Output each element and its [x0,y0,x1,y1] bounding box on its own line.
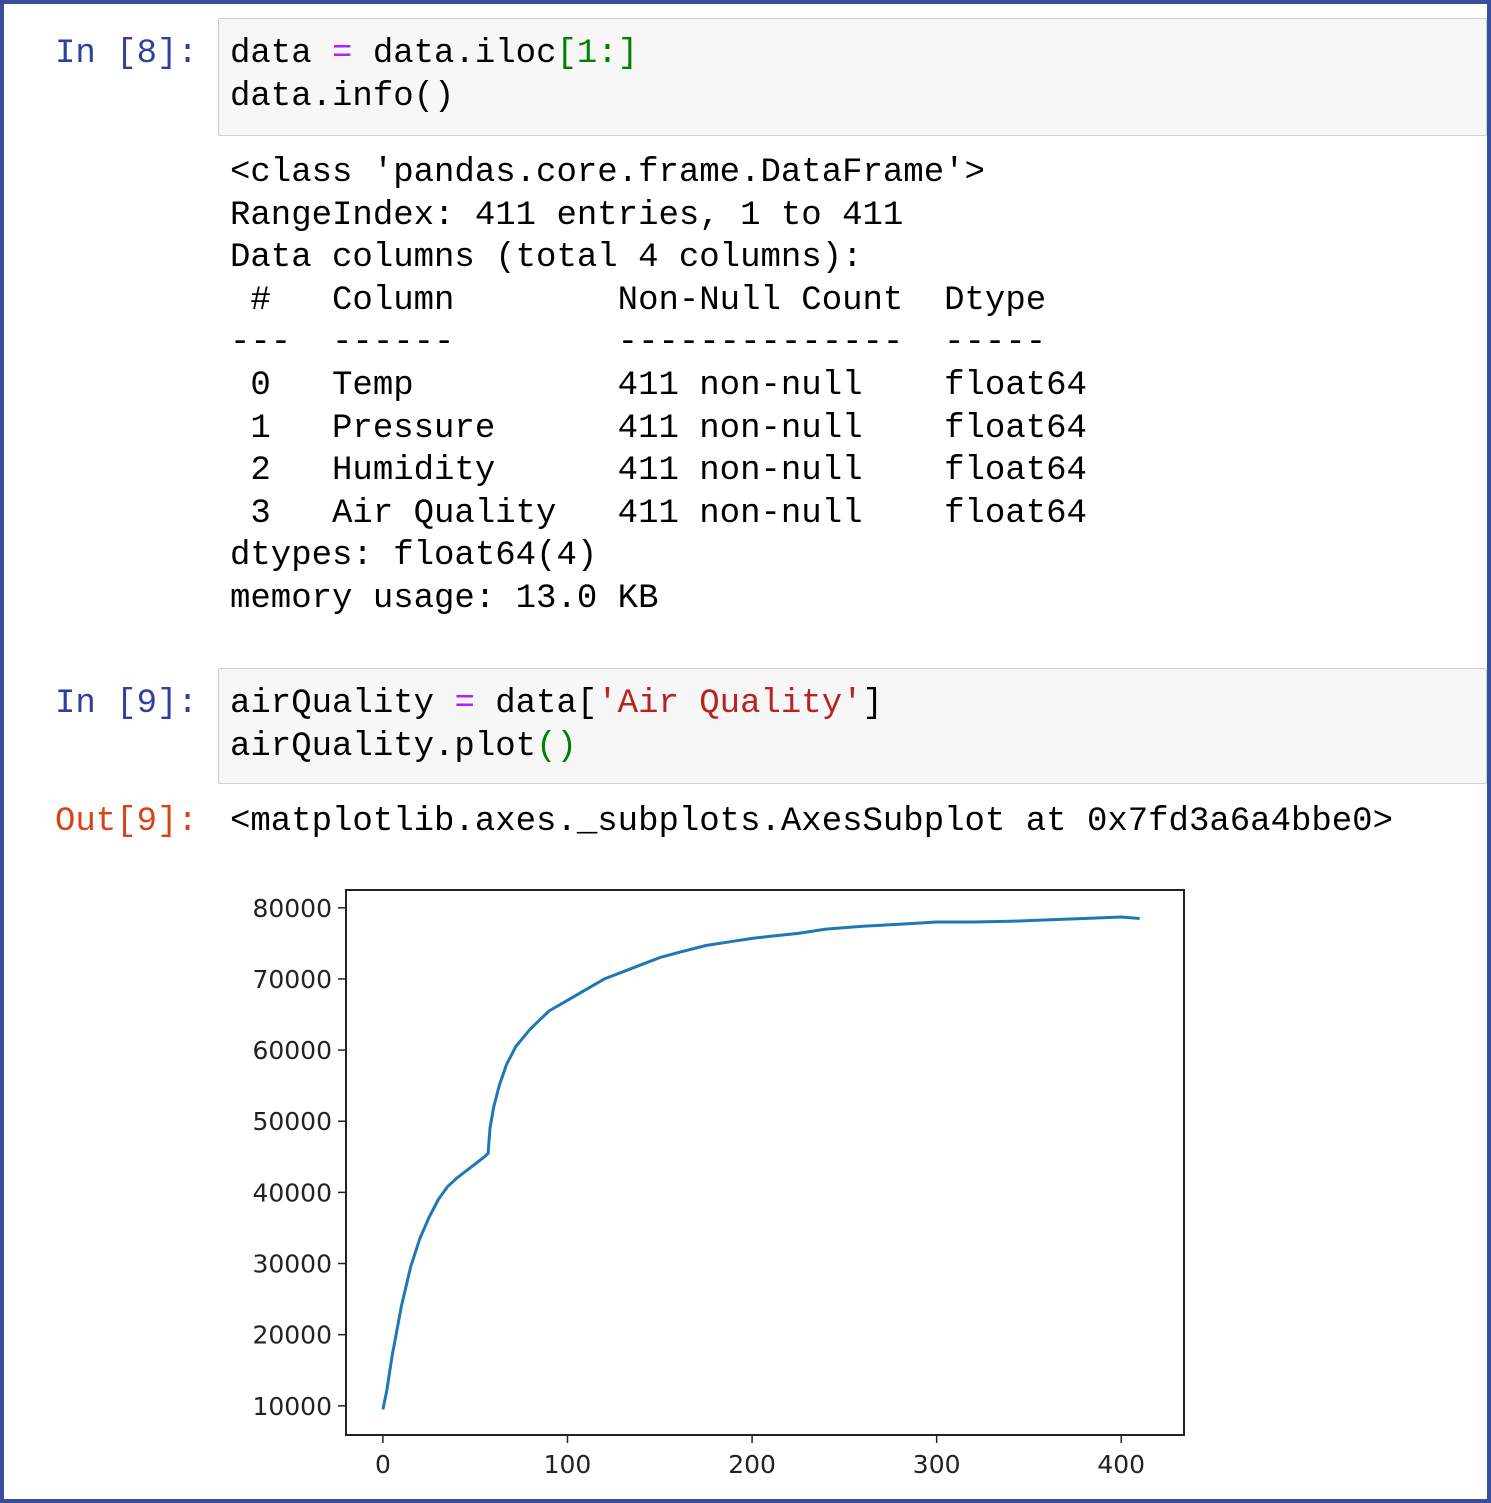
output-line: Data columns (total 4 columns): [230,239,863,278]
x-tick-label: 300 [913,1450,961,1479]
y-tick-label: 10000 [252,1392,332,1421]
code-token: airQuality [230,685,455,723]
output-prompt: Out[9]: [55,803,198,841]
code-token: () [536,728,577,766]
y-tick-label: 50000 [252,1107,332,1136]
code-token: data[ [474,685,598,723]
x-tick-label: 0 [375,1450,391,1479]
output-line: --- ------ -------------- ----- [230,324,1087,363]
input-prompt: In [8]: [55,35,198,73]
input-area [218,668,1487,784]
data-line [381,915,1140,1410]
input-prompt: In [9]: [55,685,198,723]
y-tick-label: 80000 [252,894,332,923]
code-token: airQuality.plot [230,728,537,766]
x-tick-label: 400 [1097,1450,1145,1479]
code-token: data.info() [230,78,455,116]
y-tick-label: 30000 [252,1250,332,1279]
y-tick-label: 70000 [252,965,332,994]
y-tick-label: 20000 [252,1321,332,1350]
code-line: data.info() [230,76,454,119]
code-token: 'Air Quality' [597,685,863,723]
output-line: dtypes: float64(4) [230,537,598,576]
output-line: 2 Humidity 411 non-null float64 [230,452,1087,491]
code-line: airQuality = data['Air Quality'] [230,683,883,726]
output-line: # Column Non-Null Count Dtype [230,281,1087,320]
output-line: <matplotlib.axes._subplots.AxesSubplot a… [230,803,1393,841]
output-line: 3 Air Quality 411 non-null float64 [230,494,1087,533]
input-area [218,18,1487,136]
y-tick-label: 60000 [252,1036,332,1065]
plot-frame [345,889,1185,1436]
code-token: = [454,685,475,723]
code-token: [1:] [556,35,639,73]
output-line: <class 'pandas.core.frame.DataFrame'> [230,154,985,192]
y-tick-label: 40000 [252,1178,332,1207]
output-line: RangeIndex: 411 entries, 1 to 411 [230,196,904,235]
code-line: airQuality.plot() [230,726,577,769]
code-token: = [332,35,353,73]
x-tick-label: 200 [728,1450,776,1479]
output-line: 0 Temp 411 non-null float64 [230,367,1087,405]
output-line: 1 Pressure 411 non-null float64 [230,409,1087,448]
code-token: data.iloc [352,35,557,73]
code-line: data = data.iloc[1:] [230,33,638,76]
x-tick-label: 100 [544,1450,592,1479]
code-token: data [230,35,333,73]
output-line: memory usage: 13.0 KB [230,580,659,618]
code-token: ] [862,685,883,723]
